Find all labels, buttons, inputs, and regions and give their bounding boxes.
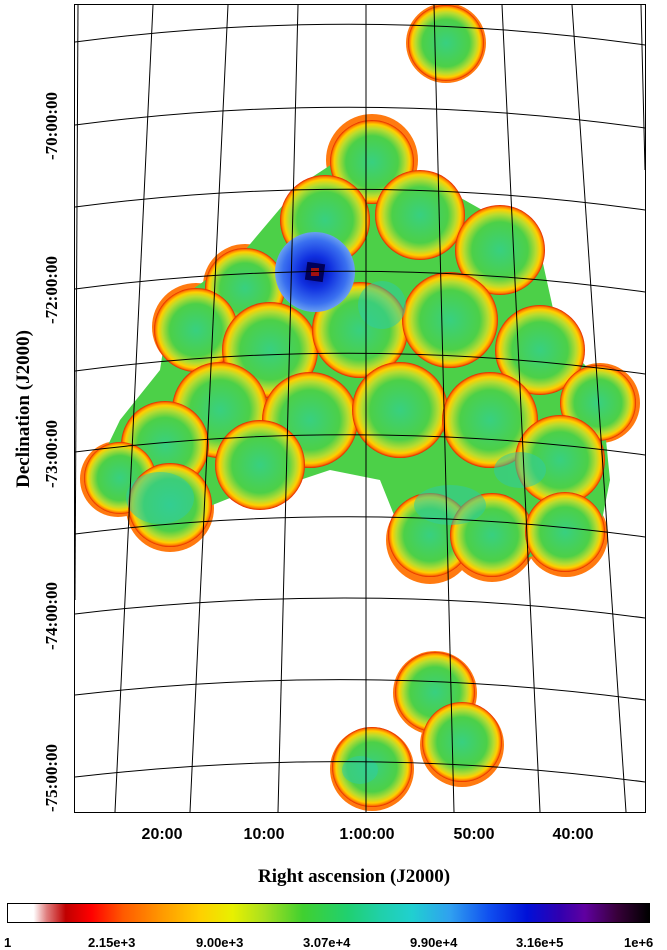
coordinate-grid bbox=[75, 5, 645, 812]
deep-patches bbox=[126, 281, 546, 784]
colorbar-tick-label: 3.16e+5 bbox=[516, 935, 564, 950]
y-tick-label: -73:00:00 bbox=[41, 420, 61, 488]
colorbar-tick-label: 3.07e+4 bbox=[303, 935, 351, 950]
x-tick-label: 40:00 bbox=[552, 826, 594, 843]
colorbar-tick-label: 9.00e+3 bbox=[196, 935, 244, 950]
y-tick-label: -75:00:00 bbox=[41, 744, 61, 812]
y-tick-label: -72:00:00 bbox=[41, 256, 61, 324]
x-tick-label: 50:00 bbox=[453, 826, 495, 843]
colorbar bbox=[7, 903, 650, 923]
y-axis-title: Declination (J2000) bbox=[12, 330, 34, 488]
colorbar-tick-label: 1e+6 bbox=[624, 935, 654, 950]
colorbar-tick-label: 1 bbox=[4, 935, 12, 950]
y-tick-label: -70:00:00 bbox=[41, 92, 61, 160]
bright-source bbox=[275, 232, 355, 312]
colorbar-tick-label: 2.15e+3 bbox=[88, 935, 136, 950]
colorbar-tick-label: 9.90e+4 bbox=[410, 935, 458, 950]
x-tick-label: 20:00 bbox=[141, 826, 183, 843]
plot-frame bbox=[74, 4, 646, 813]
x-axis-title: Right ascension (J2000) bbox=[258, 866, 451, 887]
x-tick-label: 1:00:00 bbox=[339, 826, 395, 843]
x-tick-label: 10:00 bbox=[243, 826, 285, 843]
y-tick-label: -74:00:00 bbox=[41, 582, 61, 650]
